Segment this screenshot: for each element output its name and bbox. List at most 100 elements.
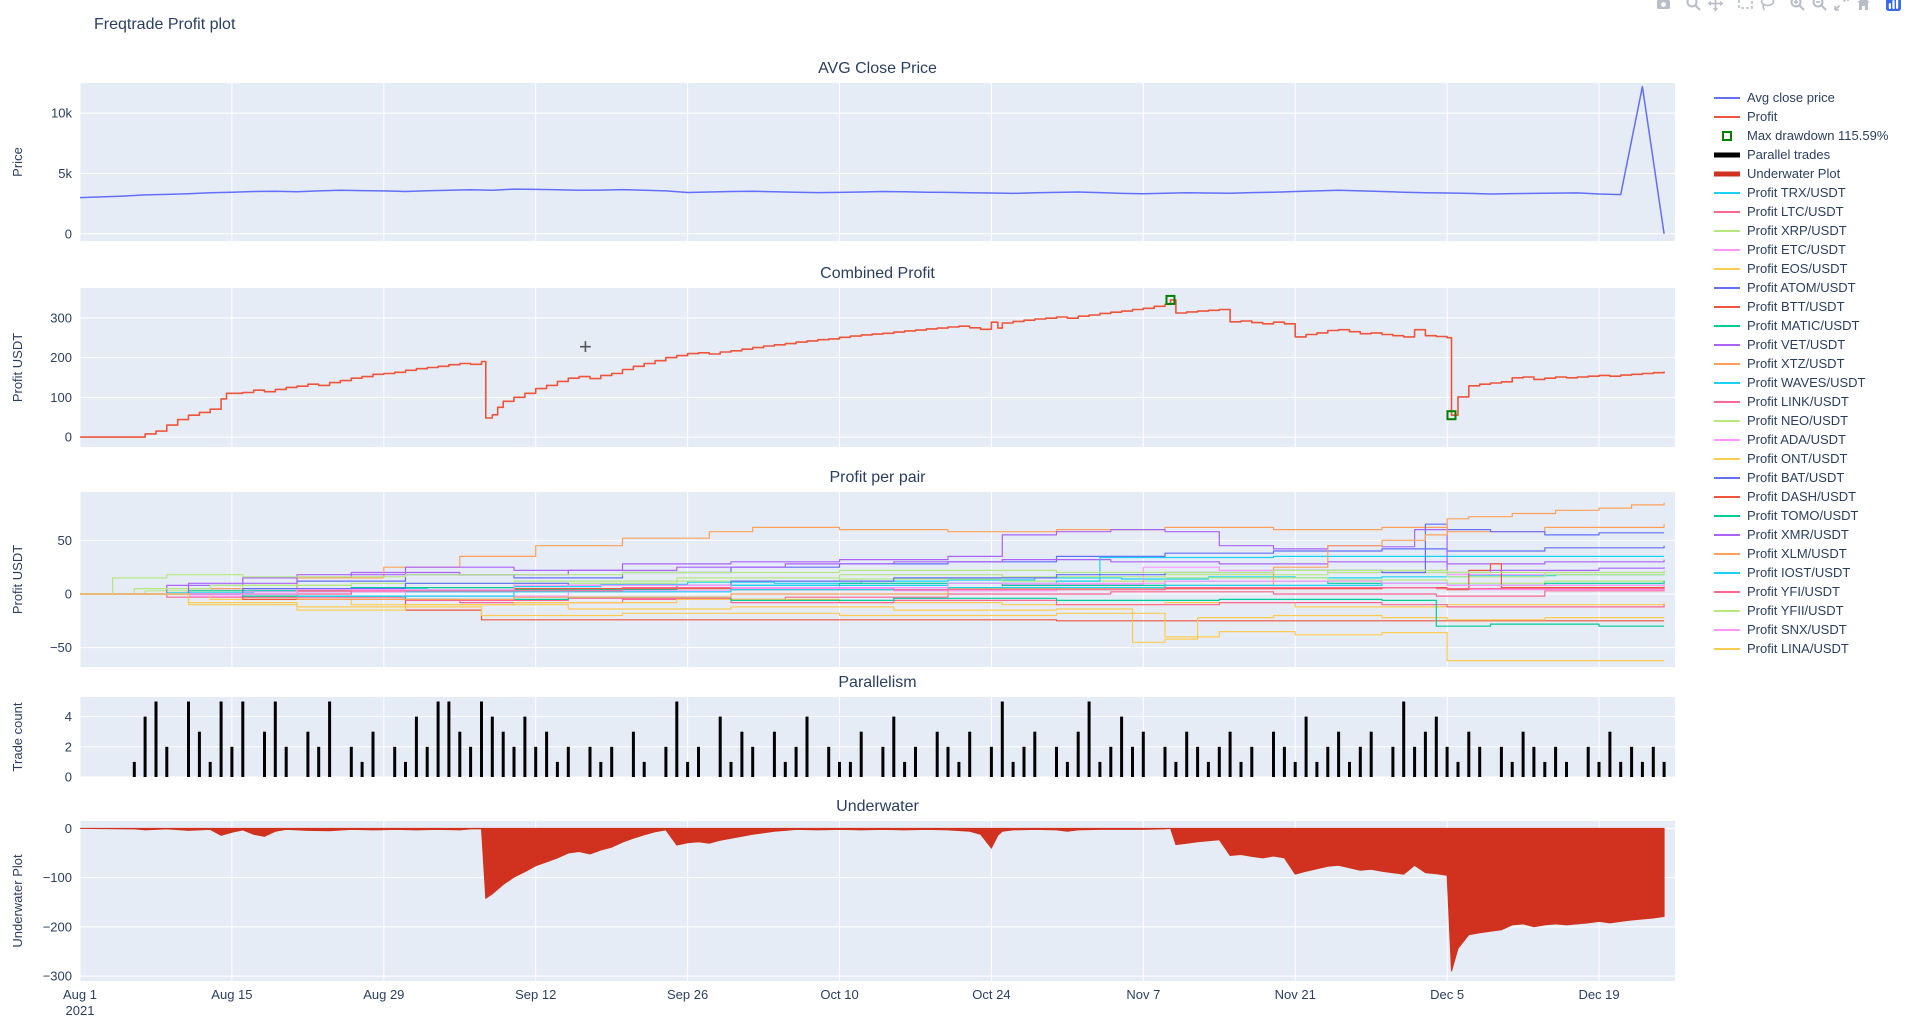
legend-label: Profit IOST/USDT <box>1747 565 1851 580</box>
page-title: Freqtrade Profit plot <box>94 16 236 33</box>
line-sample-icon <box>1714 171 1740 176</box>
trade-count-bar <box>404 761 407 777</box>
trade-count-bar <box>480 701 483 777</box>
legend-label: Profit DASH/USDT <box>1747 489 1857 504</box>
trade-count-bar <box>1000 701 1004 777</box>
line-sample-icon <box>1714 115 1740 118</box>
legend-item[interactable]: Profit <box>1712 107 1888 126</box>
legend-item[interactable]: Profit XTZ/USDT <box>1712 354 1888 373</box>
legend-label: Max drawdown 115.59% <box>1747 128 1889 143</box>
legend-item[interactable]: Profit SNX/USDT <box>1712 620 1888 639</box>
autoscale-icon[interactable] <box>1831 0 1852 13</box>
legend-item[interactable]: Profit ONT/USDT <box>1712 449 1888 468</box>
subplot-drag-area[interactable] <box>80 288 1675 447</box>
trade-count-bar <box>534 746 538 777</box>
legend-label: Profit ONT/USDT <box>1747 451 1848 466</box>
box-select-icon[interactable] <box>1735 0 1756 13</box>
legend-item[interactable]: Profit XMR/USDT <box>1712 525 1888 544</box>
trade-count-bar <box>1109 746 1113 777</box>
trade-count-bar <box>1141 731 1145 777</box>
trade-count-bar <box>838 761 841 777</box>
subplot-title: AVG Close Price <box>818 60 937 77</box>
y-tick-label: 200 <box>50 350 72 365</box>
trade-count-bar <box>1076 731 1080 777</box>
zoom-out-icon[interactable] <box>1809 0 1830 13</box>
y-tick-label: 10k <box>51 106 72 121</box>
trade-count-bar <box>881 746 885 777</box>
camera-icon[interactable] <box>1653 0 1674 13</box>
legend-item[interactable]: Profit DASH/USDT <box>1712 487 1888 506</box>
trade-count-bar <box>414 716 418 777</box>
legend-item[interactable]: Profit WAVES/USDT <box>1712 373 1888 392</box>
legend-label: Profit YFII/USDT <box>1747 603 1844 618</box>
legend-item[interactable]: Profit VET/USDT <box>1712 335 1888 354</box>
line-sample-icon <box>1714 362 1740 365</box>
legend-item[interactable]: Profit TOMO/USDT <box>1712 506 1888 525</box>
legend-item[interactable]: Underwater Plot <box>1712 164 1888 183</box>
legend-item[interactable]: Profit LINA/USDT <box>1712 639 1888 658</box>
plotly-logo-icon[interactable] <box>1883 0 1904 13</box>
y-axis-label: Trade count <box>10 702 25 771</box>
legend-item[interactable]: Profit NEO/USDT <box>1712 411 1888 430</box>
legend-label: Parallel trades <box>1747 147 1831 162</box>
legend-item[interactable]: Profit XRP/USDT <box>1712 221 1888 240</box>
line-sample-icon <box>1714 400 1740 403</box>
legend-label: Avg close price <box>1747 90 1835 105</box>
trade-count-bar <box>935 731 939 777</box>
legend-item[interactable]: Profit YFI/USDT <box>1712 582 1888 601</box>
legend-item[interactable]: Profit EOS/USDT <box>1712 259 1888 278</box>
trade-count-bar <box>154 701 158 777</box>
legend-item[interactable]: Profit YFII/USDT <box>1712 601 1888 620</box>
legend: Avg close price Profit Max drawdown 115.59… <box>1712 88 1888 658</box>
legend-item[interactable]: Profit XLM/USDT <box>1712 544 1888 563</box>
trade-count-bar <box>740 731 744 777</box>
line-sample-icon <box>1714 647 1740 650</box>
subplot-drag-area[interactable] <box>80 697 1675 777</box>
legend-item[interactable]: Profit TRX/USDT <box>1712 183 1888 202</box>
y-tick-label: −50 <box>50 640 72 655</box>
legend-label: Profit EOS/USDT <box>1747 261 1848 276</box>
trade-count-bar <box>1131 746 1134 777</box>
x-tick-label: Oct 24 <box>972 987 1010 1002</box>
trade-count-bar <box>523 716 527 777</box>
legend-item[interactable]: Max drawdown 115.59% <box>1712 126 1888 145</box>
x-tick-label: Aug 1 <box>63 987 97 1002</box>
legend-item[interactable]: Profit LTC/USDT <box>1712 202 1888 221</box>
legend-item[interactable]: Profit MATIC/USDT <box>1712 316 1888 335</box>
subplot-title: Underwater <box>836 798 919 815</box>
zoom-in-icon[interactable] <box>1787 0 1808 13</box>
legend-item[interactable]: Parallel trades <box>1712 145 1888 164</box>
trade-count-bar <box>1413 746 1417 777</box>
trade-count-bar <box>1185 731 1189 777</box>
reset-axes-icon[interactable] <box>1853 0 1874 13</box>
y-tick-label: 0 <box>65 226 72 241</box>
trade-count-bar <box>1337 731 1341 777</box>
trade-count-bar <box>1348 761 1351 777</box>
line-sample-icon <box>1714 628 1740 631</box>
trade-count-bar <box>545 731 549 777</box>
legend-item[interactable]: Profit ATOM/USDT <box>1712 278 1888 297</box>
legend-item[interactable]: Profit BAT/USDT <box>1712 468 1888 487</box>
lasso-icon[interactable] <box>1757 0 1778 13</box>
legend-item[interactable]: Profit ETC/USDT <box>1712 240 1888 259</box>
line-sample-icon <box>1714 210 1740 213</box>
plotly-modebar <box>1653 0 1904 13</box>
y-tick-label: 0 <box>65 821 72 836</box>
trade-count-bar <box>1239 761 1243 777</box>
trade-count-bar <box>1217 746 1221 777</box>
line-sample-icon <box>1714 609 1740 612</box>
legend-item[interactable]: Profit BTT/USDT <box>1712 297 1888 316</box>
legend-item[interactable]: Profit IOST/USDT <box>1712 563 1888 582</box>
legend-item[interactable]: Profit LINK/USDT <box>1712 392 1888 411</box>
trade-count-bar <box>642 761 646 777</box>
legend-item[interactable]: Profit ADA/USDT <box>1712 430 1888 449</box>
trade-count-bar <box>675 701 679 777</box>
legend-item[interactable]: Avg close price <box>1712 88 1888 107</box>
line-sample-icon <box>1714 457 1740 460</box>
y-tick-label: 0 <box>65 430 72 445</box>
series-line <box>80 569 1665 595</box>
zoom-icon[interactable] <box>1683 0 1704 13</box>
pan-icon[interactable] <box>1705 0 1726 13</box>
subplot-drag-area[interactable] <box>80 83 1675 241</box>
